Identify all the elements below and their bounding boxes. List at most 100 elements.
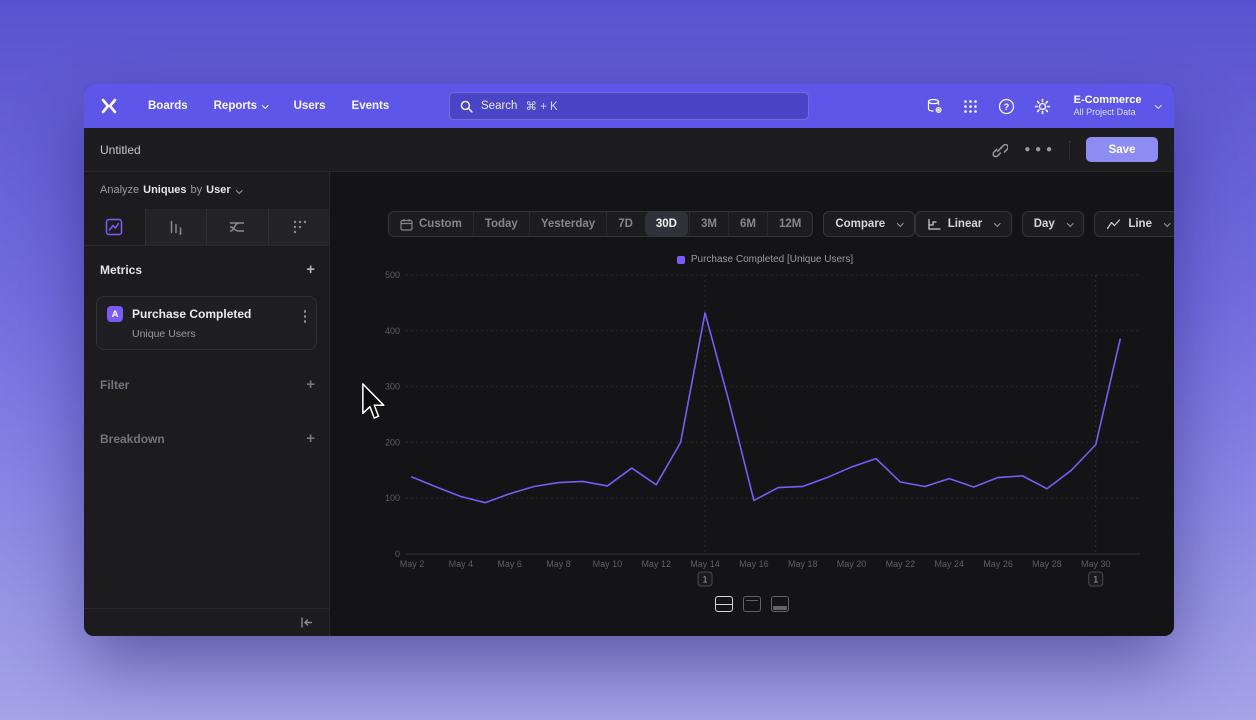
chart-panel: Custom Today Yesterday 7D 30D 3M 6M 12M …	[330, 172, 1174, 636]
mouse-cursor	[360, 382, 386, 422]
axis-scale-icon	[927, 218, 941, 231]
analyze-metric[interactable]: Uniques	[143, 184, 187, 196]
search-placeholder: Search	[481, 100, 518, 112]
legend-swatch	[676, 255, 685, 264]
interval-dropdown[interactable]: Day	[1021, 211, 1085, 237]
event-badge: A	[107, 306, 123, 322]
sidebar-footer	[84, 608, 329, 636]
chevron-down-icon	[1066, 219, 1074, 227]
nav-users[interactable]: Users	[293, 100, 326, 112]
chart-top-view-icon[interactable]	[743, 596, 761, 612]
search-icon	[460, 100, 473, 113]
svg-text:May 24: May 24	[934, 559, 964, 569]
svg-text:?: ?	[1003, 102, 1009, 112]
svg-text:May 10: May 10	[593, 559, 623, 569]
share-link-icon[interactable]	[991, 141, 1009, 158]
scale-dropdown[interactable]: Linear	[914, 211, 1012, 237]
help-icon[interactable]: ?	[998, 98, 1015, 115]
nav-events[interactable]: Events	[351, 100, 390, 112]
breakdown-title: Breakdown	[100, 431, 165, 446]
line-chart[interactable]: 0 100 200 300 400 500 1 1 May 2 May 4 May 6 May 8 Ma…	[380, 270, 1150, 592]
date-range-control: Custom Today Yesterday 7D 30D 3M 6M 12M	[388, 211, 814, 237]
metrics-title: Metrics	[100, 262, 143, 277]
add-breakdown-button[interactable]: +	[306, 430, 315, 447]
svg-text:May 8: May 8	[546, 559, 571, 569]
metrics-section-header: Metrics +	[100, 262, 315, 277]
filter-section-header: Filter +	[100, 377, 315, 392]
collapse-sidebar-icon[interactable]	[300, 617, 313, 628]
project-scope: All Project Data	[1073, 107, 1136, 118]
search-input[interactable]: Search ⌘ + K	[449, 92, 809, 120]
svg-text:May 28: May 28	[1032, 559, 1062, 569]
nav-boards[interactable]: Boards	[148, 100, 188, 112]
range-today-button[interactable]: Today	[472, 212, 529, 236]
settings-gear-icon[interactable]	[1034, 98, 1051, 115]
tab-insights[interactable]	[84, 209, 145, 245]
app-window: Boards Reports Users Events Search ⌘ + K	[84, 84, 1174, 636]
add-filter-button[interactable]: +	[306, 376, 315, 393]
svg-text:1: 1	[1093, 575, 1098, 585]
svg-text:May 14: May 14	[690, 559, 720, 569]
svg-text:1: 1	[703, 575, 708, 585]
mixpanel-logo-icon[interactable]	[100, 97, 120, 115]
svg-text:400: 400	[385, 326, 400, 336]
analyze-row: Analyze Uniques by User	[100, 184, 243, 196]
svg-text:May 18: May 18	[788, 559, 818, 569]
project-selector[interactable]: E-Commerce All Project Data	[1073, 94, 1161, 118]
filter-title: Filter	[100, 377, 130, 392]
insights-chart-icon	[105, 218, 123, 236]
flows-stream-icon	[228, 218, 246, 236]
compare-button[interactable]: Compare	[823, 211, 915, 237]
chevron-down-icon	[994, 219, 1001, 227]
svg-text:May 4: May 4	[449, 559, 474, 569]
chart-legend[interactable]: Purchase Completed [Unique Users]	[380, 254, 1150, 265]
svg-text:May 16: May 16	[739, 559, 769, 569]
analyze-by-dropdown[interactable]: User	[206, 184, 243, 196]
svg-text:0: 0	[395, 549, 400, 559]
top-nav: Boards Reports Users Events Search ⌘ + K	[84, 84, 1174, 128]
tab-retention[interactable]	[267, 209, 329, 245]
range-30d-button[interactable]: 30D	[644, 212, 688, 236]
legend-label: Purchase Completed [Unique Users]	[690, 254, 854, 265]
metric-options-icon[interactable]	[303, 306, 306, 340]
add-metric-button[interactable]: +	[306, 261, 315, 278]
metric-name: Purchase Completed	[132, 307, 252, 321]
report-header: Untitled ● ● ● Save	[84, 128, 1174, 172]
range-12m-button[interactable]: 12M	[766, 212, 812, 236]
svg-text:May 2: May 2	[400, 559, 425, 569]
metric-card[interactable]: A Purchase Completed Unique Users	[96, 296, 317, 350]
range-7d-button[interactable]: 7D	[606, 212, 644, 236]
more-options-icon[interactable]: ● ● ●	[1024, 144, 1053, 155]
divider	[1069, 140, 1070, 159]
range-6m-button[interactable]: 6M	[727, 212, 767, 236]
range-yesterday-button[interactable]: Yesterday	[528, 212, 606, 236]
chevron-down-icon	[1164, 219, 1171, 227]
funnels-bars-icon	[167, 218, 185, 236]
metric-measurement[interactable]: Unique Users	[132, 328, 196, 340]
range-3m-button[interactable]: 3M	[689, 212, 728, 236]
chevron-down-icon	[262, 101, 269, 109]
nav-reports[interactable]: Reports	[214, 100, 269, 112]
svg-text:May 26: May 26	[983, 559, 1013, 569]
svg-text:May 30: May 30	[1081, 559, 1111, 569]
svg-text:May 20: May 20	[837, 559, 867, 569]
save-button[interactable]: Save	[1086, 137, 1158, 162]
data-connections-icon[interactable]	[926, 98, 943, 115]
search-shortcut: ⌘ + K	[525, 101, 558, 113]
svg-text:May 6: May 6	[497, 559, 522, 569]
apps-grid-icon[interactable]	[962, 98, 979, 115]
svg-text:500: 500	[385, 270, 400, 280]
project-name: E-Commerce	[1073, 94, 1142, 106]
report-title[interactable]: Untitled	[100, 142, 141, 157]
tab-flows[interactable]	[206, 209, 268, 245]
split-view-icon[interactable]	[715, 596, 733, 612]
retention-dots-icon	[290, 218, 308, 236]
svg-text:300: 300	[385, 382, 400, 392]
tab-funnels[interactable]	[144, 209, 206, 245]
svg-text:May 22: May 22	[886, 559, 916, 569]
chart-type-dropdown[interactable]: Line	[1094, 211, 1174, 237]
query-sidebar: Analyze Uniques by User	[84, 172, 330, 636]
line-chart-icon	[1106, 218, 1121, 230]
table-bottom-view-icon[interactable]	[771, 596, 789, 612]
range-custom-button[interactable]: Custom	[389, 212, 473, 236]
